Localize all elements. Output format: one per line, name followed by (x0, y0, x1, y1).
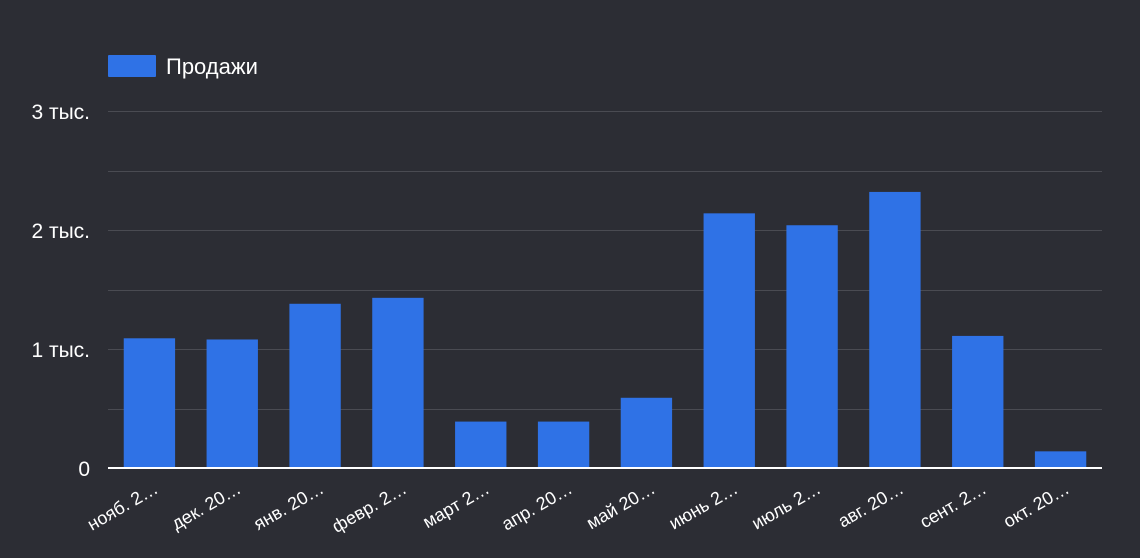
legend[interactable]: Продажи (108, 54, 258, 79)
bar[interactable] (703, 213, 755, 468)
bar[interactable] (372, 297, 424, 468)
x-tick-label: нояб. 2… (84, 478, 162, 534)
bar[interactable] (869, 191, 921, 469)
bar[interactable] (537, 421, 590, 468)
legend-swatch-sales[interactable] (108, 55, 156, 77)
x-tick-label: окт. 20… (1000, 478, 1073, 532)
bar[interactable] (786, 225, 838, 468)
axes: 0 1 тыс. 2 тыс. 3 тыс. нояб. 2… дек. 20… янв. … (31, 101, 1102, 537)
x-tick-label: май 20… (583, 478, 658, 533)
x-tick-label: сент. 2… (916, 478, 989, 532)
y-tick-label: 2 тыс. (31, 220, 90, 243)
x-tick-label: янв. 20… (250, 478, 327, 534)
x-tick-label: апр. 20… (498, 478, 575, 534)
x-tick-label: март 2… (419, 478, 492, 532)
x-tick-label: июнь 2… (666, 478, 742, 533)
y-tick-label: 0 (78, 458, 90, 481)
bar[interactable] (620, 397, 673, 468)
bar[interactable] (206, 339, 258, 468)
legend-label-sales[interactable]: Продажи (166, 54, 258, 79)
y-tick-label: 1 тыс. (31, 339, 90, 362)
bar[interactable] (123, 338, 176, 468)
x-tick-label: июль 2… (748, 478, 824, 533)
bar[interactable] (952, 335, 1004, 468)
x-tick-label: февр. 2… (329, 478, 410, 537)
bar[interactable] (289, 303, 341, 468)
x-tick-label: дек. 20… (168, 478, 244, 534)
gridlines (108, 111, 1102, 410)
x-tick-label: авг. 20… (835, 478, 907, 531)
bar[interactable] (455, 421, 507, 468)
bar[interactable] (1034, 451, 1087, 468)
bars (123, 191, 1087, 469)
y-tick-label: 3 тыс. (31, 101, 90, 124)
